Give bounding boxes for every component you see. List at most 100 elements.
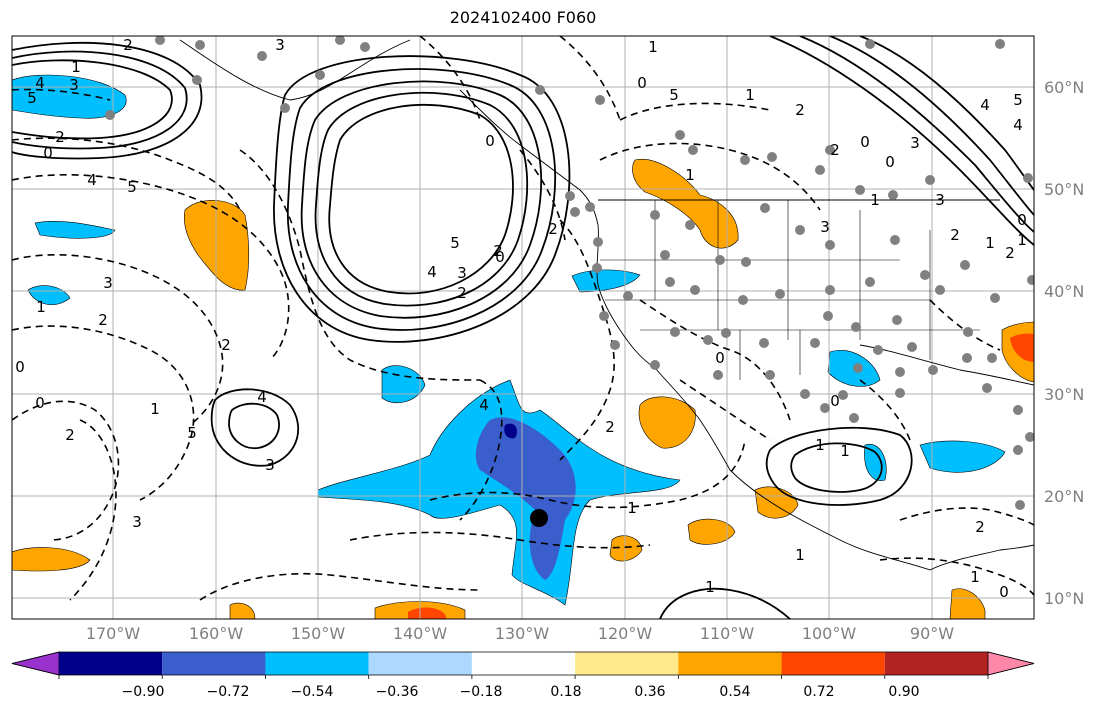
contour-gulf-high-inner bbox=[790, 442, 883, 493]
contour-label: 2 bbox=[55, 128, 65, 146]
contour-label: 3 bbox=[69, 76, 79, 94]
contour-ne-1 bbox=[769, 36, 1034, 246]
colorbar-segment bbox=[575, 652, 679, 675]
contour-label: 2 bbox=[605, 418, 615, 436]
contour-label: 3 bbox=[820, 218, 830, 236]
contour-dash-23 bbox=[859, 379, 911, 441]
contour-label: 3 bbox=[265, 456, 275, 474]
contour-high-5 bbox=[273, 55, 571, 343]
neg-region-gulf2 bbox=[919, 440, 1006, 473]
colorbar-label: 0.90 bbox=[888, 684, 920, 700]
contour-dash-7 bbox=[459, 379, 503, 521]
colorbar-arrow-right bbox=[987, 651, 1035, 676]
pos-region-5 bbox=[609, 535, 643, 562]
lon-label: 150°W bbox=[290, 624, 346, 643]
contour-dash-1 bbox=[12, 174, 290, 361]
contour-label: 2 bbox=[950, 226, 960, 244]
colorbar-segment bbox=[162, 652, 266, 675]
contour-label: 0 bbox=[35, 394, 45, 412]
contour-label: 2 bbox=[221, 336, 231, 354]
pos-region-7b bbox=[408, 607, 446, 619]
contour-label: 5 bbox=[450, 234, 460, 252]
pos-region-9b bbox=[1010, 333, 1034, 362]
contour-label: 1 bbox=[1017, 231, 1027, 249]
contour-aleut-1 bbox=[12, 59, 173, 140]
contour-label: 0 bbox=[15, 358, 25, 376]
contour-label: 4 bbox=[35, 74, 45, 92]
neg-region-west1 bbox=[34, 221, 116, 239]
colorbar-label: 0.72 bbox=[803, 684, 835, 700]
lat-label: 30°N bbox=[1044, 385, 1085, 404]
neg-region-central bbox=[317, 379, 681, 606]
contour-dash-12 bbox=[199, 572, 481, 601]
contour-label: 1 bbox=[71, 58, 81, 76]
colorbar-segment bbox=[884, 652, 988, 675]
contour-label: 3 bbox=[457, 264, 467, 282]
contour-label: 3 bbox=[132, 513, 142, 531]
us-west-coast bbox=[596, 224, 656, 369]
contour-label: 2 bbox=[975, 518, 985, 536]
contour-label: 3 bbox=[935, 191, 945, 209]
contour-dash-3 bbox=[12, 325, 195, 501]
graticule bbox=[12, 36, 1034, 619]
contour-label: 4 bbox=[257, 388, 267, 406]
colorbar-label: 0.18 bbox=[550, 684, 582, 700]
lat-label: 20°N bbox=[1044, 487, 1085, 506]
pos-region-2 bbox=[632, 158, 739, 249]
contour-dash-20 bbox=[879, 557, 1034, 596]
neg-region-west2 bbox=[27, 285, 71, 305]
contour-high-2 bbox=[314, 91, 529, 307]
lon-label: 110°W bbox=[699, 624, 755, 643]
colorbar-label: −0.90 bbox=[121, 684, 165, 700]
pos-region-3 bbox=[638, 396, 696, 449]
contour-label: 2 bbox=[795, 101, 805, 119]
contour-label: 0 bbox=[637, 74, 647, 92]
colorbar-label: −0.54 bbox=[290, 684, 334, 700]
colorbar-label: −0.36 bbox=[375, 684, 419, 700]
contour-dash-24 bbox=[929, 299, 1001, 351]
contour-label: 2 bbox=[830, 141, 840, 159]
lon-label: 170°W bbox=[85, 624, 141, 643]
contour-label: 0 bbox=[43, 144, 53, 162]
contour-label: 4 bbox=[1013, 116, 1023, 134]
contour-label: 1 bbox=[815, 436, 825, 454]
contour-high-3 bbox=[300, 80, 543, 319]
colorbar-label: −0.72 bbox=[206, 684, 250, 700]
contour-label: 1 bbox=[795, 546, 805, 564]
neg-region-core-dark bbox=[504, 423, 517, 439]
colorbar-segment bbox=[59, 652, 163, 675]
contour-label: 2 bbox=[548, 220, 558, 238]
map-frame bbox=[11, 35, 1035, 620]
contour-label: 1 bbox=[648, 38, 658, 56]
contour-high-4 bbox=[286, 68, 556, 331]
contour-label: 0 bbox=[999, 583, 1009, 601]
gulf-coast bbox=[859, 344, 1034, 386]
contour-label: 4 bbox=[427, 263, 437, 281]
contour-dash-10 bbox=[429, 439, 746, 509]
contour-label: 3 bbox=[910, 134, 920, 152]
contour-aleut-2 bbox=[12, 50, 188, 150]
contour-label: 0 bbox=[1017, 211, 1027, 229]
pos-region-4 bbox=[687, 518, 736, 545]
contour-dash-17 bbox=[12, 88, 111, 101]
contour-dash-22 bbox=[419, 36, 481, 121]
contour-label: 0 bbox=[830, 392, 840, 410]
lon-label: 160°W bbox=[188, 624, 244, 643]
central-america bbox=[929, 544, 1034, 571]
neg-region-aleutian bbox=[12, 74, 127, 119]
contour-label: 5 bbox=[127, 178, 137, 196]
contour-0-south bbox=[659, 587, 791, 619]
colorbar-arrow-left bbox=[11, 651, 60, 676]
contour-label: 5 bbox=[27, 89, 37, 107]
contour-ne-2 bbox=[799, 36, 1034, 233]
contour-label: 0 bbox=[860, 133, 870, 151]
colorbar-segment bbox=[678, 652, 782, 675]
contour-label: 4 bbox=[87, 171, 97, 189]
contour-dash-5 bbox=[69, 419, 117, 601]
lon-label: 140°W bbox=[392, 624, 448, 643]
contour-label: 2 bbox=[123, 36, 133, 54]
contour-label: 5 bbox=[669, 86, 679, 104]
contour-dash-9 bbox=[519, 149, 566, 241]
contour-high-1 bbox=[328, 104, 514, 295]
contour-label: 1 bbox=[705, 578, 715, 596]
